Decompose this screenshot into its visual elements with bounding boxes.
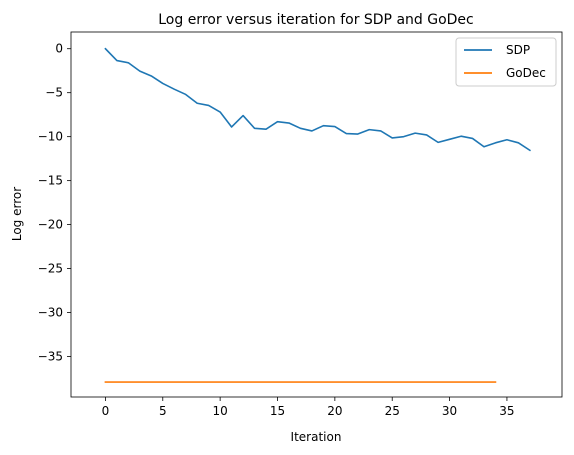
- legend: SDP GoDec: [455, 37, 557, 87]
- x-axis-label: Iteration: [291, 430, 342, 444]
- x-axis-ticks: 0 5 10 15 20 25 30 35: [102, 397, 515, 418]
- series-layer: [104, 47, 531, 383]
- y-axis-label: Log error: [10, 187, 24, 241]
- x-tick-label: 20: [327, 404, 342, 418]
- y-tick-label: −15: [38, 174, 63, 188]
- plot-frame: [70, 31, 563, 398]
- y-tick-label: −10: [38, 130, 63, 144]
- y-tick-label: −35: [38, 350, 63, 364]
- legend-label-godec: GoDec: [506, 66, 546, 80]
- x-tick-label: 25: [385, 404, 400, 418]
- x-tick-label: 35: [499, 404, 514, 418]
- y-axis-ticks: 0 −5 −10 −15 −20 −25 −30 −35: [38, 42, 71, 364]
- series-line-sdp: [104, 47, 531, 152]
- y-tick-label: −20: [38, 218, 63, 232]
- x-tick-label: 10: [212, 404, 227, 418]
- y-tick-label: −25: [38, 262, 63, 276]
- legend-label-sdp: SDP: [506, 43, 530, 57]
- x-tick-label: 5: [159, 404, 167, 418]
- x-tick-label: 15: [270, 404, 285, 418]
- y-tick-label: −30: [38, 306, 63, 320]
- y-tick-label: −5: [45, 86, 63, 100]
- plot-area: [70, 31, 563, 398]
- y-tick-label: 0: [55, 42, 63, 56]
- x-tick-label: 0: [102, 404, 110, 418]
- chart-title: Log error versus iteration for SDP and G…: [158, 12, 474, 28]
- x-tick-label: 30: [442, 404, 457, 418]
